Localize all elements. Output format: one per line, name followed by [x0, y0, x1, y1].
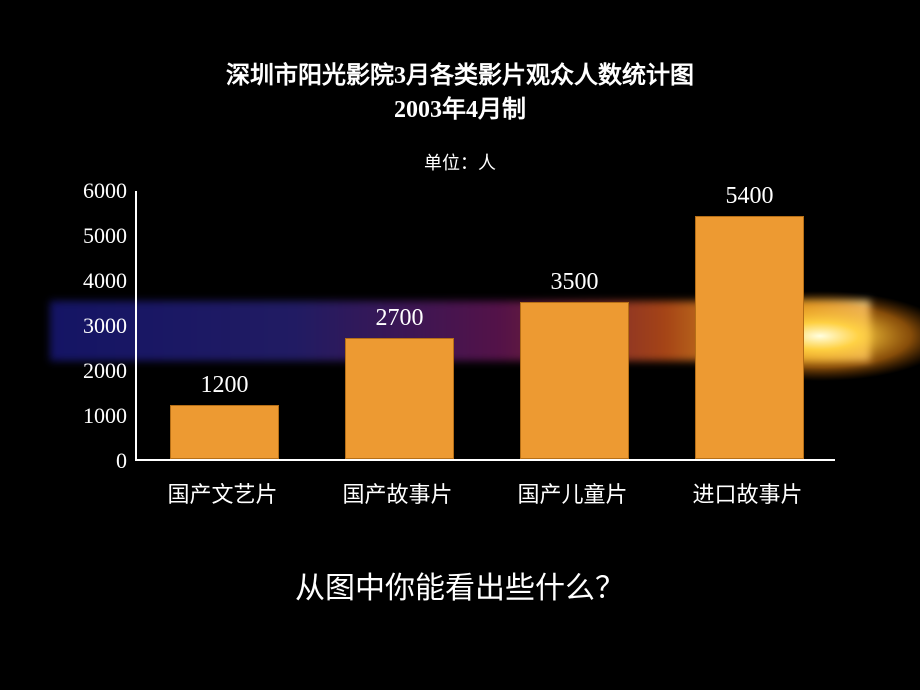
chart-title-block: 深圳市阳光影院3月各类影片观众人数统计图 2003年4月制: [0, 0, 920, 127]
bar-value-label: 5400: [696, 183, 803, 210]
bar: 5400: [695, 216, 804, 459]
bar: 2700: [345, 338, 454, 460]
bar-value-label: 2700: [346, 305, 453, 332]
x-category-label: 国产故事片: [342, 477, 452, 509]
y-tick: 2000: [83, 358, 127, 384]
y-tick: 5000: [83, 223, 127, 249]
x-category-label: 国产儿童片: [517, 477, 627, 509]
chart-title-line2: 2003年4月制: [0, 94, 920, 128]
question-text: 从图中你能看出些什么？: [0, 563, 920, 607]
x-category-label: 国产文艺片: [167, 477, 277, 509]
x-axis-labels: 国产文艺片 国产故事片 国产儿童片 进口故事片: [135, 471, 835, 511]
x-category-label: 进口故事片: [692, 477, 802, 509]
bar: 3500: [520, 302, 629, 460]
plot-area: 1200 2700 3500 5400: [135, 191, 835, 461]
bar-value-label: 3500: [521, 269, 628, 296]
y-tick: 6000: [83, 178, 127, 204]
y-tick: 0: [116, 448, 127, 474]
unit-label: 单位：人: [0, 149, 920, 175]
y-tick: 1000: [83, 403, 127, 429]
y-tick: 3000: [83, 313, 127, 339]
y-tick: 4000: [83, 268, 127, 294]
bar-chart: 0 1000 2000 3000 4000 5000 6000 1200 2700 3500 54…: [50, 181, 870, 501]
bar-value-label: 1200: [171, 372, 278, 399]
y-axis: 0 1000 2000 3000 4000 5000 6000: [50, 181, 135, 471]
bar: 1200: [170, 405, 279, 459]
chart-title-line1: 深圳市阳光影院3月各类影片观众人数统计图: [0, 60, 920, 94]
